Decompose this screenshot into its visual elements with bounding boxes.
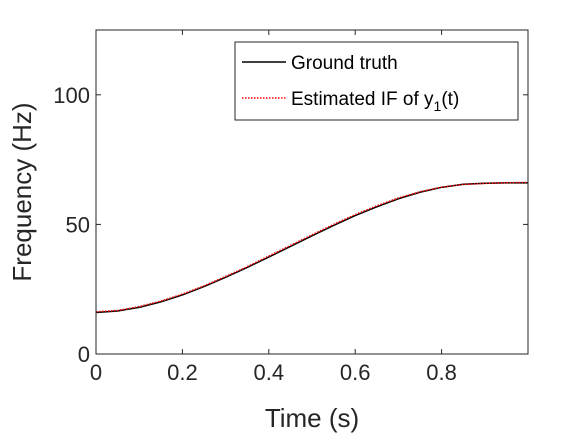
legend-label-estimated-if-suffix: (t) [441, 89, 459, 110]
legend-label-estimated-if-prefix: Estimated IF of y [291, 89, 434, 110]
x-tick-label: 0 [90, 360, 102, 385]
x-tick-label: 0.6 [340, 360, 371, 385]
y-axis-label: Frequency (Hz) [7, 102, 37, 281]
plot-frame [95, 29, 529, 355]
x-tick-label: 0.4 [254, 360, 285, 385]
x-axis-label: Time (s) [265, 403, 359, 433]
series-layer [95, 181, 529, 314]
legend-label-ground-truth: Ground truth [291, 53, 398, 74]
legend: Ground truth Estimated IF of y1(t) [234, 41, 519, 121]
series-line-estimated-if [95, 181, 529, 313]
y-tick-label: 50 [66, 212, 90, 237]
legend-box [234, 41, 519, 121]
legend-label-estimated-if: Estimated IF of y1(t) [291, 89, 459, 114]
y-tick-label: 100 [53, 83, 90, 108]
legend-label-estimated-if-sub: 1 [434, 98, 442, 114]
ticks-layer: 0 0.2 0.4 0.6 0.8 0 50 100 [53, 30, 528, 385]
y-tick-label: 0 [78, 342, 90, 367]
x-tick-label: 0.8 [426, 360, 457, 385]
x-tick-label: 0.2 [167, 360, 198, 385]
